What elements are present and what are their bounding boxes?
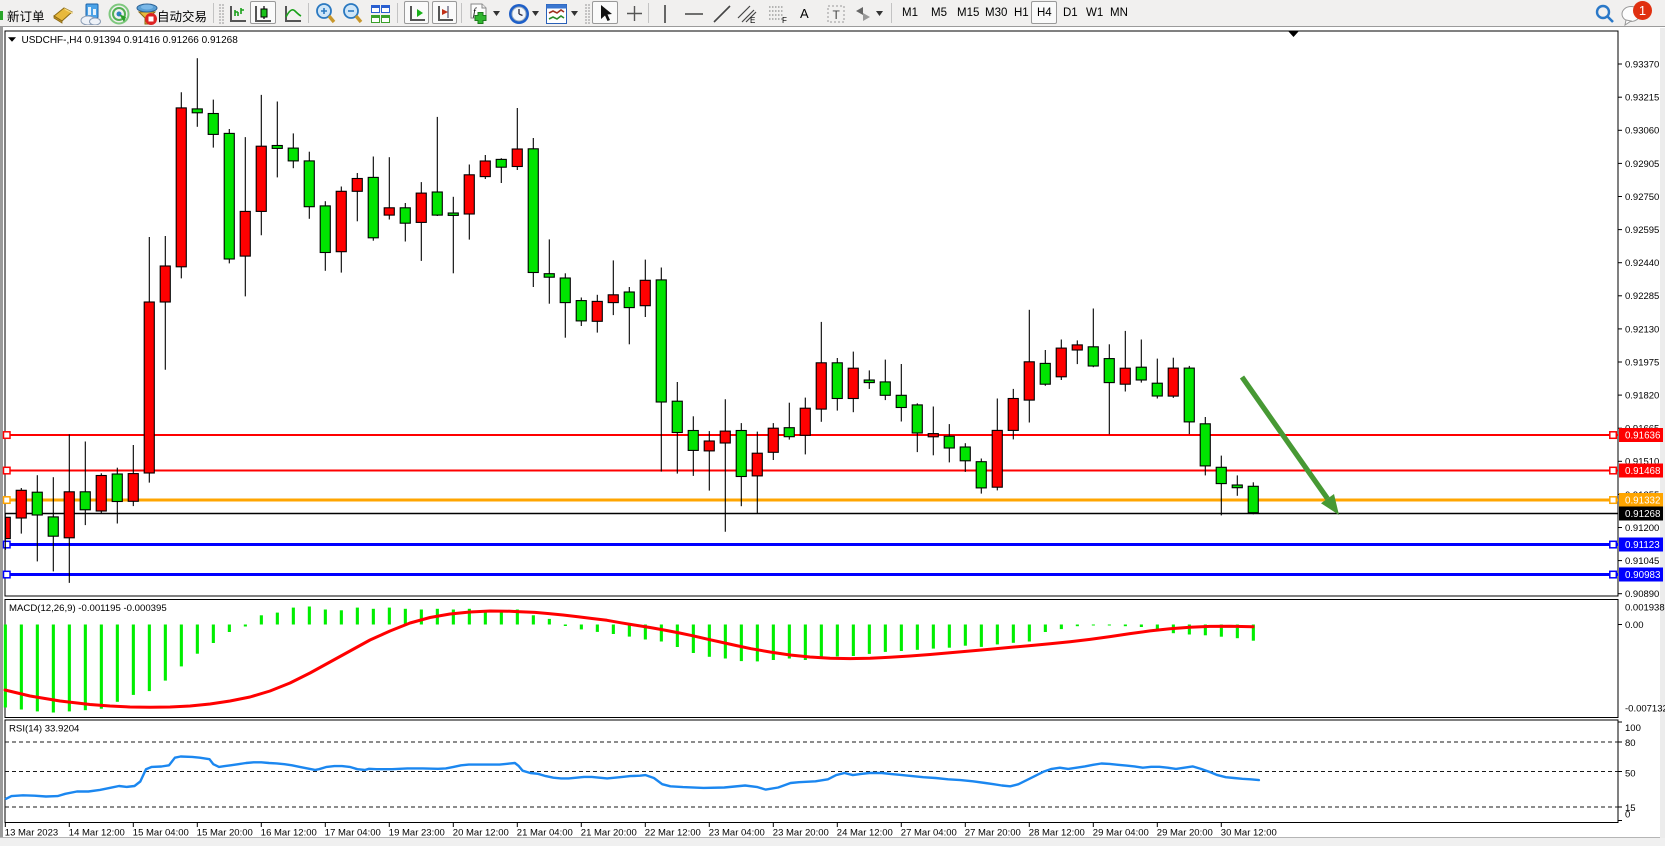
svg-text:-0.007132: -0.007132 [1625,704,1665,715]
svg-text:21 Mar 04:00: 21 Mar 04:00 [517,828,573,839]
svg-text:15 Mar 20:00: 15 Mar 20:00 [197,828,253,839]
svg-text:17 Mar 04:00: 17 Mar 04:00 [325,828,381,839]
svg-text:15: 15 [1625,803,1636,814]
svg-text:RSI(14) 33.9204: RSI(14) 33.9204 [9,724,80,735]
svg-text:24 Mar 12:00: 24 Mar 12:00 [837,828,893,839]
svg-text:29 Mar 20:00: 29 Mar 20:00 [1157,828,1213,839]
svg-text:0.92130: 0.92130 [1625,324,1659,335]
svg-text:0.93370: 0.93370 [1625,59,1659,70]
svg-text:0.93215: 0.93215 [1625,93,1659,104]
svg-text:E: E [750,16,755,24]
svg-text:14 Mar 12:00: 14 Mar 12:00 [69,828,125,839]
svg-text:23 Mar 04:00: 23 Mar 04:00 [709,828,765,839]
svg-text:T: T [833,8,841,22]
svg-text:0.91123: 0.91123 [1625,540,1660,551]
svg-text:0.91510: 0.91510 [1625,457,1659,468]
svg-text:27 Mar 04:00: 27 Mar 04:00 [901,828,957,839]
svg-text:0.91636: 0.91636 [1625,431,1661,442]
svg-text:0.91975: 0.91975 [1625,357,1659,368]
svg-text:29 Mar 04:00: 29 Mar 04:00 [1093,828,1149,839]
svg-text:0.92750: 0.92750 [1625,192,1659,203]
svg-text:F: F [782,16,787,24]
svg-text:0: 0 [1625,810,1630,821]
svg-text:100: 100 [1625,723,1641,734]
svg-text:0.91332: 0.91332 [1625,496,1660,507]
svg-text:0.90890: 0.90890 [1625,589,1659,600]
svg-text:80: 80 [1625,738,1636,749]
svg-text:0.91820: 0.91820 [1625,391,1659,402]
svg-text:0.91045: 0.91045 [1625,556,1659,567]
svg-text:13 Mar 2023: 13 Mar 2023 [5,828,58,839]
svg-text:0.91200: 0.91200 [1625,523,1659,534]
svg-text:15 Mar 04:00: 15 Mar 04:00 [133,828,189,839]
svg-text:27 Mar 20:00: 27 Mar 20:00 [965,828,1021,839]
svg-text:20 Mar 12:00: 20 Mar 12:00 [453,828,509,839]
svg-text:0.91468: 0.91468 [1625,466,1661,477]
svg-text:23 Mar 20:00: 23 Mar 20:00 [773,828,829,839]
svg-text:0.93060: 0.93060 [1625,126,1659,137]
svg-text:28 Mar 12:00: 28 Mar 12:00 [1029,828,1085,839]
svg-text:0.92595: 0.92595 [1625,225,1659,236]
svg-text:19 Mar 23:00: 19 Mar 23:00 [389,828,445,839]
svg-text:0.00: 0.00 [1625,620,1644,631]
svg-text:22 Mar 12:00: 22 Mar 12:00 [645,828,701,839]
svg-text:0.92440: 0.92440 [1625,258,1659,269]
svg-text:0.92285: 0.92285 [1625,291,1659,302]
svg-text:0.91268: 0.91268 [1625,509,1661,520]
svg-text:50: 50 [1625,768,1636,779]
svg-text:0.90983: 0.90983 [1625,570,1661,581]
svg-text:f: f [473,7,477,18]
svg-text:21 Mar 20:00: 21 Mar 20:00 [581,828,637,839]
svg-text:MACD(12,26,9) -0.001195 -0.000: MACD(12,26,9) -0.001195 -0.000395 [9,603,167,614]
svg-text:16 Mar 12:00: 16 Mar 12:00 [261,828,317,839]
svg-text:0.001938: 0.001938 [1625,603,1665,614]
svg-text:30 Mar 12:00: 30 Mar 12:00 [1221,828,1277,839]
svg-text:USDCHF-,H4 0.91394 0.91416 0.: USDCHF-,H4 0.91394 0.91416 0.91266 0.912… [22,35,239,46]
svg-text:0.92905: 0.92905 [1625,159,1659,170]
